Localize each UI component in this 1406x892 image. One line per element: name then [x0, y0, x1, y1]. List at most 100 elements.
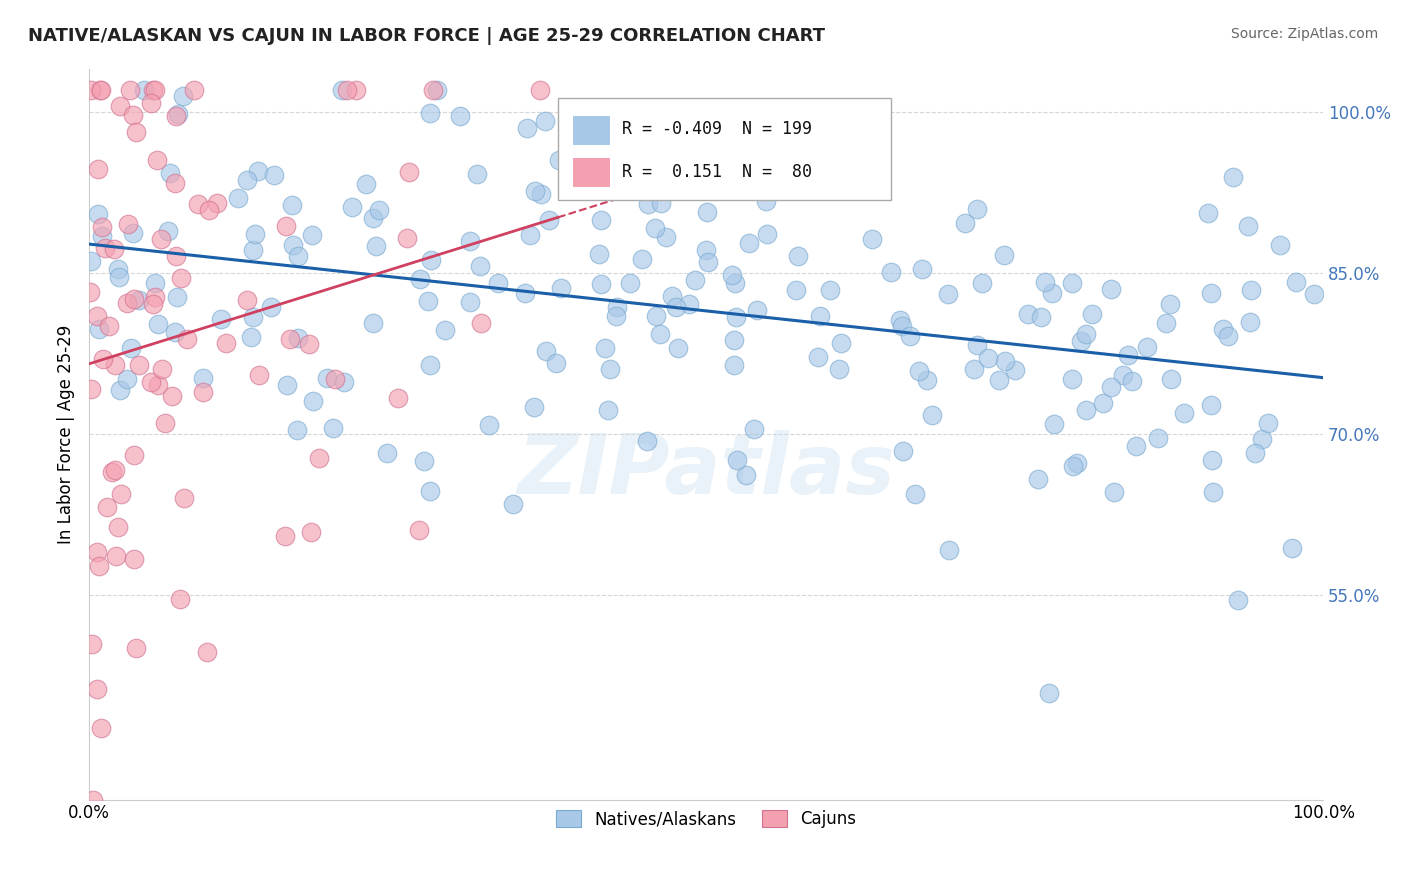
- Point: [1154, 316, 1177, 330]
- Point: [242, 310, 264, 324]
- Point: [1081, 308, 1104, 322]
- Point: [1199, 285, 1222, 300]
- Point: [529, 186, 551, 201]
- Point: [987, 373, 1010, 387]
- Point: [593, 341, 616, 355]
- Point: [205, 196, 228, 211]
- Point: [420, 252, 443, 267]
- Point: [354, 177, 377, 191]
- Point: [183, 83, 205, 97]
- Text: Source: ZipAtlas.com: Source: ZipAtlas.com: [1230, 27, 1378, 41]
- Point: [162, 389, 184, 403]
- Point: [917, 373, 939, 387]
- Point: [107, 269, 129, 284]
- Point: [953, 217, 976, 231]
- Point: [91, 229, 114, 244]
- Point: [1060, 372, 1083, 386]
- Point: [1038, 686, 1060, 700]
- Point: [315, 371, 337, 385]
- Point: [696, 205, 718, 219]
- Point: [82, 637, 104, 651]
- Point: [634, 104, 657, 119]
- Point: [756, 227, 779, 242]
- Point: [398, 164, 420, 178]
- Point: [287, 249, 309, 263]
- Point: [1147, 431, 1170, 445]
- Point: [1091, 396, 1114, 410]
- Point: [1112, 368, 1135, 382]
- Point: [1202, 484, 1225, 499]
- Point: [513, 285, 536, 300]
- Point: [1160, 371, 1182, 385]
- Point: [1197, 206, 1219, 220]
- Point: [90, 721, 112, 735]
- Point: [1159, 296, 1181, 310]
- Point: [90, 83, 112, 97]
- Point: [87, 207, 110, 221]
- Point: [599, 362, 621, 376]
- Point: [122, 448, 145, 462]
- Point: [898, 329, 921, 343]
- Point: [167, 106, 190, 120]
- Point: [502, 497, 524, 511]
- Point: [636, 434, 658, 449]
- Point: [118, 83, 141, 97]
- Text: ZIPatlas: ZIPatlas: [517, 430, 896, 511]
- Point: [644, 220, 666, 235]
- Bar: [572, 158, 610, 187]
- Point: [1136, 340, 1159, 354]
- Point: [121, 108, 143, 122]
- Point: [523, 400, 546, 414]
- Point: [993, 354, 1015, 368]
- Point: [921, 408, 943, 422]
- Bar: [572, 116, 610, 145]
- Point: [683, 273, 706, 287]
- Point: [976, 351, 998, 365]
- Point: [623, 153, 645, 167]
- Point: [226, 190, 249, 204]
- Point: [419, 358, 441, 372]
- Point: [91, 220, 114, 235]
- Point: [644, 309, 666, 323]
- Point: [159, 166, 181, 180]
- Point: [1074, 403, 1097, 417]
- Point: [124, 125, 146, 139]
- Point: [145, 153, 167, 168]
- Point: [247, 368, 270, 382]
- Point: [409, 272, 432, 286]
- Point: [302, 393, 325, 408]
- Point: [747, 303, 769, 318]
- Point: [105, 549, 128, 564]
- Point: [1099, 282, 1122, 296]
- Point: [993, 248, 1015, 262]
- Point: [124, 552, 146, 566]
- Point: [163, 325, 186, 339]
- Point: [807, 350, 830, 364]
- Point: [818, 103, 841, 118]
- Point: [156, 224, 179, 238]
- Point: [548, 153, 571, 168]
- Point: [176, 332, 198, 346]
- Point: [619, 276, 641, 290]
- Point: [361, 211, 384, 226]
- Point: [889, 313, 911, 327]
- Point: [89, 559, 111, 574]
- Point: [742, 422, 765, 436]
- Point: [1285, 275, 1308, 289]
- Point: [82, 792, 104, 806]
- Point: [1040, 285, 1063, 300]
- Point: [661, 288, 683, 302]
- Point: [298, 337, 321, 351]
- Point: [1303, 286, 1326, 301]
- Point: [529, 83, 551, 97]
- Point: [911, 261, 934, 276]
- Point: [79, 285, 101, 300]
- Point: [1062, 277, 1084, 291]
- Point: [1029, 310, 1052, 325]
- Y-axis label: In Labor Force | Age 25-29: In Labor Force | Age 25-29: [58, 325, 75, 543]
- Point: [1121, 374, 1143, 388]
- Point: [287, 330, 309, 344]
- Point: [458, 234, 481, 248]
- Point: [108, 383, 131, 397]
- Point: [425, 83, 447, 97]
